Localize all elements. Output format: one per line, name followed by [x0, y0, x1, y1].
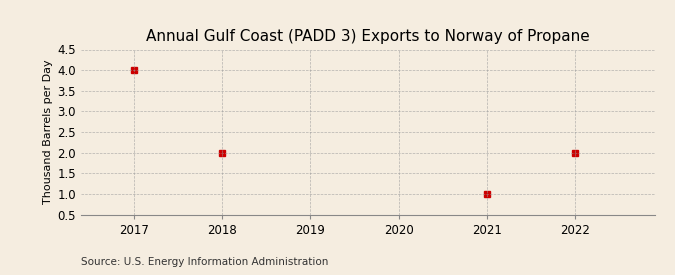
- Y-axis label: Thousand Barrels per Day: Thousand Barrels per Day: [43, 60, 53, 204]
- Title: Annual Gulf Coast (PADD 3) Exports to Norway of Propane: Annual Gulf Coast (PADD 3) Exports to No…: [146, 29, 590, 44]
- Text: Source: U.S. Energy Information Administration: Source: U.S. Energy Information Administ…: [81, 257, 328, 267]
